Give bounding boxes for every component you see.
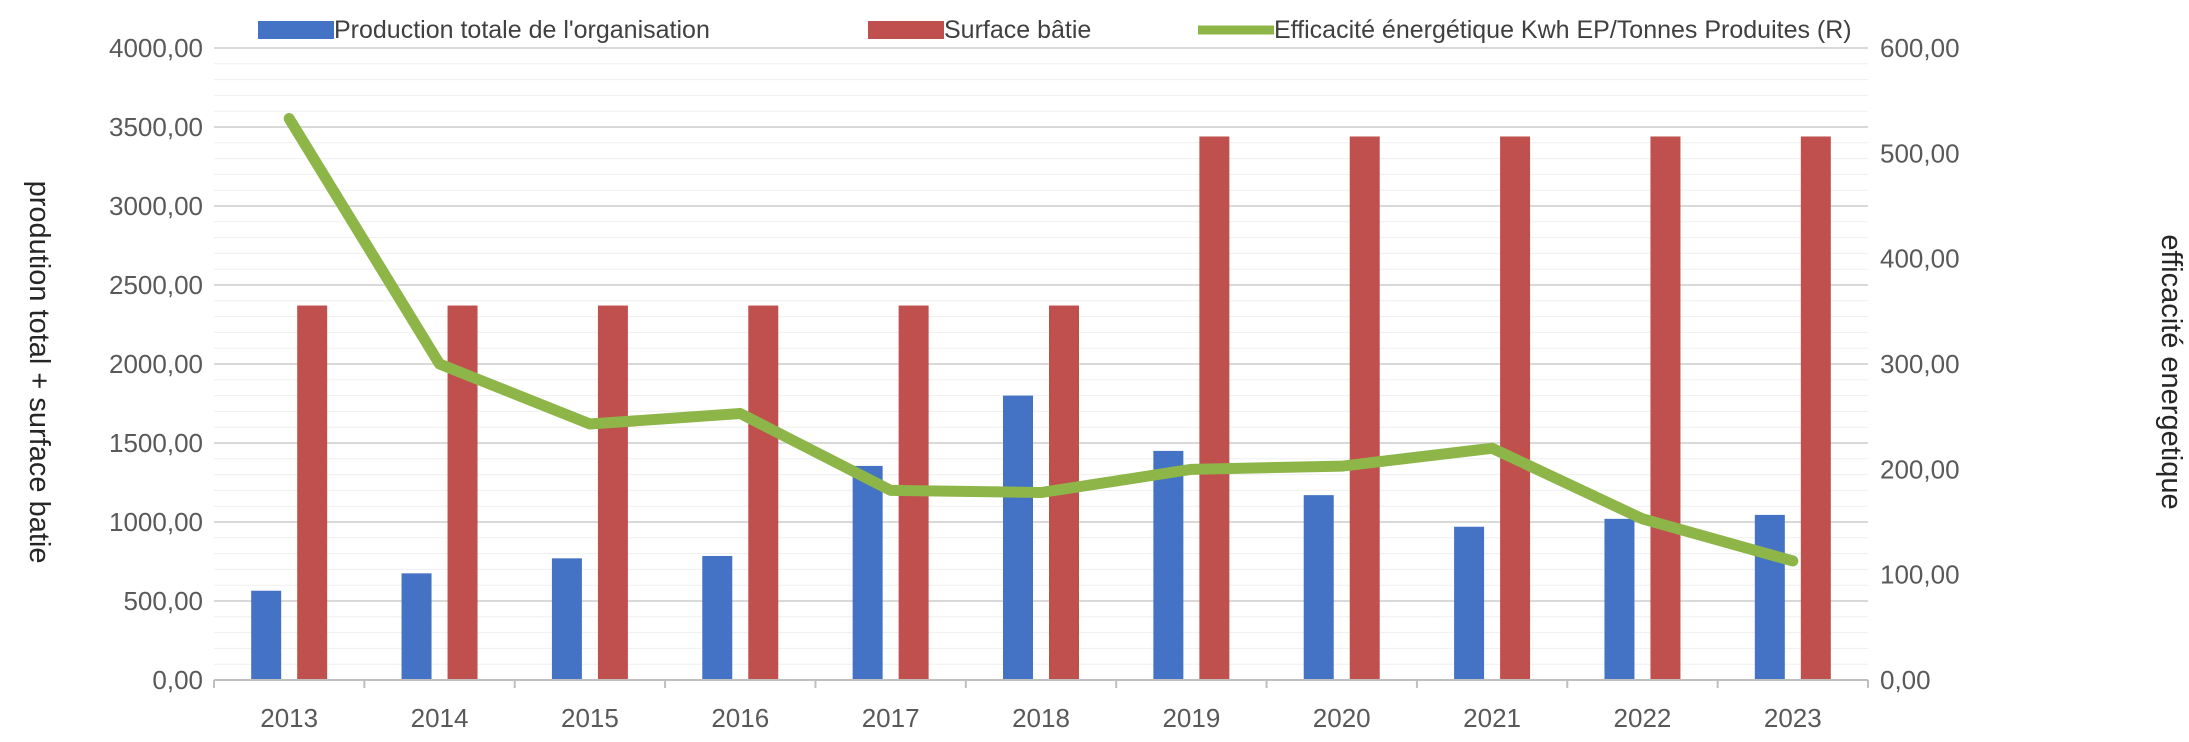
x-tick-label: 2022 [1614,703,1672,733]
production-bar-2013 [251,590,282,680]
surface-bar-2016 [748,305,779,680]
legend-label-1: Surface bâtie [944,16,1091,44]
x-tick-label: 2023 [1764,703,1822,733]
right-y-tick-label: 0,00 [1880,665,1931,695]
x-tick-label: 2020 [1313,703,1371,733]
surface-bar-2022 [1650,136,1681,681]
right-y-tick-label: 500,00 [1880,138,1960,168]
production-bar-2016 [702,555,733,680]
production-bar-2018 [1003,395,1033,680]
x-tick-label: 2021 [1463,703,1521,733]
left-y-tick-label: 500,00 [123,586,203,616]
production-bar-2019 [1153,450,1184,680]
surface-bar-2023 [1800,136,1831,681]
left-y-tick-label: 3000,00 [109,191,203,221]
x-tick-label: 2015 [561,703,619,733]
left-y-tick-label: 1000,00 [109,507,203,537]
left-axis-title: prodution total + surface batie [23,181,55,564]
tick-labels: 2013 2014 2015 2016 2017 2018 2019 2020 2021 2022… [109,33,1960,733]
production-bar-2014 [401,573,432,680]
legend-label-2: Efficacité énergétique Kwh EP/Tonnes Pro… [1274,16,1852,44]
gridlines [214,47,1868,665]
surface-bar-2013 [297,305,328,680]
efficiency-series-line [283,113,1799,567]
right-y-tick-label: 300,00 [1880,349,1960,379]
left-y-tick-label: 1500,00 [109,428,203,458]
right-y-tick-label: 600,00 [1880,33,1960,63]
left-y-tick-label: 3500,00 [109,112,203,142]
production-bar-2022 [1604,518,1635,680]
x-tick-label: 2017 [862,703,920,733]
surface-bar-2020 [1349,136,1380,681]
production-bar-2023 [1754,514,1785,680]
right-axis-title: efficacité energetique [2155,234,2187,509]
right-y-tick-label: 200,00 [1880,454,1960,484]
production-bar-2021 [1454,526,1485,680]
left-y-tick-label: 4000,00 [109,33,203,63]
production-bar-2015 [551,558,582,680]
legend-swatch-0 [258,21,334,39]
x-tick-label: 2016 [711,703,769,733]
production-bar-2017 [852,465,883,680]
axes [213,679,1869,688]
x-tick-label: 2013 [260,703,318,733]
right-y-tick-label: 100,00 [1880,560,1960,590]
x-tick-label: 2014 [411,703,469,733]
legend: Production totale de l'organisation Surfa… [258,16,1852,44]
surface-bar-2021 [1500,136,1531,681]
legend-swatch-1 [868,21,944,39]
right-y-tick-label: 400,00 [1880,244,1960,274]
x-tick-label: 2019 [1162,703,1220,733]
efficiency-line [283,113,1799,567]
x-tick-label: 2018 [1012,703,1070,733]
surface-bar-2015 [597,305,628,680]
surface-bar-2019 [1199,136,1230,681]
bars [251,136,1831,681]
surface-bar-2014 [447,305,478,680]
left-y-tick-label: 0,00 [152,665,203,695]
production-bar-2020 [1303,495,1334,680]
left-y-tick-label: 2500,00 [109,270,203,300]
legend-label-0: Production totale de l'organisation [334,16,710,44]
left-y-tick-label: 2000,00 [109,349,203,379]
